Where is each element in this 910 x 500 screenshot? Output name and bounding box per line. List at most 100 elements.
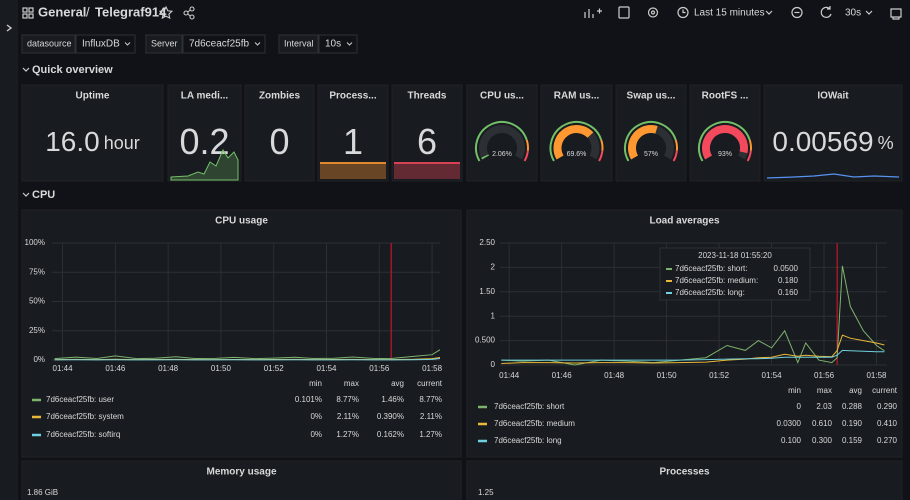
breadcrumb-separator: / bbox=[86, 4, 90, 19]
time-range[interactable]: Last 15 minutes bbox=[694, 8, 765, 19]
tooltip-name: 7d6ceacf25fb: short: bbox=[675, 264, 748, 273]
stat-number: 0 bbox=[269, 121, 289, 162]
stat-number: 1 bbox=[343, 121, 363, 162]
variable-select[interactable] bbox=[182, 34, 266, 54]
row-chevron[interactable] bbox=[22, 192, 30, 197]
legend-header[interactable]: current bbox=[417, 379, 443, 388]
stat-number: 16.0 bbox=[45, 126, 100, 157]
toolbar-icons[interactable] bbox=[584, 6, 902, 20]
stat-bar-edge bbox=[320, 162, 386, 164]
legend-header[interactable]: current bbox=[872, 386, 898, 395]
stat-number: 6 bbox=[417, 121, 437, 162]
legend-header[interactable]: min bbox=[309, 379, 322, 388]
stat-panel bbox=[317, 84, 389, 182]
x-tick-label: 01:46 bbox=[552, 371, 573, 380]
gauge-value bbox=[553, 125, 594, 160]
gauge-threshold bbox=[674, 139, 678, 151]
legend-value: 0 bbox=[797, 402, 802, 411]
gauge-value bbox=[628, 125, 658, 160]
variable-select[interactable] bbox=[75, 34, 136, 54]
stat-sparkline bbox=[766, 173, 900, 179]
stat-title: Zombies bbox=[259, 91, 301, 102]
y-tick-label: 75% bbox=[29, 267, 45, 276]
legend-header[interactable]: max bbox=[344, 379, 359, 388]
gauge-label: 2.06% bbox=[492, 151, 512, 158]
legend-value: 2.11% bbox=[420, 412, 442, 421]
variable-select[interactable] bbox=[318, 34, 358, 54]
tooltip-value: 0.180 bbox=[778, 276, 799, 285]
tooltip bbox=[659, 247, 811, 301]
share-icon[interactable] bbox=[183, 6, 195, 20]
chart-title: Memory usage bbox=[206, 467, 276, 478]
y-tick-label: 1.86 GiB bbox=[27, 488, 58, 497]
gauge-value bbox=[702, 125, 748, 160]
refresh-interval[interactable]: 30s bbox=[845, 8, 861, 19]
chart-panel bbox=[466, 460, 903, 500]
legend-value: 0.162% bbox=[377, 430, 404, 439]
y-tick-label: 1.50 bbox=[479, 287, 495, 296]
stat-value: 1 bbox=[343, 121, 363, 162]
variable-label: Server bbox=[151, 38, 178, 48]
x-tick-label: 01:58 bbox=[866, 371, 887, 380]
y-tick-label: 0% bbox=[33, 355, 45, 364]
legend-header[interactable]: avg bbox=[849, 386, 862, 395]
row-title: Quick overview bbox=[32, 64, 113, 76]
gauge-threshold bbox=[746, 150, 752, 162]
series-line bbox=[501, 334, 885, 364]
star-icon[interactable] bbox=[158, 5, 174, 20]
y-tick-label: 0 bbox=[491, 360, 496, 369]
stat-unit: hour bbox=[104, 133, 140, 153]
tooltip-value: 0.0500 bbox=[774, 264, 799, 273]
gauge-threshold bbox=[525, 139, 529, 151]
y-tick-label: 100% bbox=[25, 238, 45, 247]
y-tick-label: 0.500 bbox=[475, 336, 496, 345]
stat-title: LA medi... bbox=[181, 91, 229, 102]
gauge-threshold bbox=[624, 121, 677, 162]
legend-header[interactable]: min bbox=[788, 386, 801, 395]
legend-value: 0% bbox=[310, 412, 322, 421]
row-chevron[interactable] bbox=[22, 67, 30, 72]
legend-value: 0.0300 bbox=[777, 419, 802, 428]
x-tick-label: 01:50 bbox=[211, 364, 232, 373]
stat-background-bar bbox=[394, 162, 460, 179]
legend-value: 0.410 bbox=[877, 419, 898, 428]
legend-value: 2.11% bbox=[337, 412, 359, 421]
legend-header[interactable]: avg bbox=[391, 379, 404, 388]
stat-title: Threads bbox=[408, 91, 447, 102]
legend-name: 7d6ceacf25fb: softirq bbox=[46, 430, 120, 439]
dropdown-chevron bbox=[124, 42, 131, 46]
side-expand[interactable] bbox=[6, 24, 13, 32]
gauge-threshold bbox=[598, 150, 604, 162]
variable-label-box bbox=[21, 34, 76, 54]
stat-panel bbox=[466, 84, 538, 182]
x-tick-label: 01:58 bbox=[422, 364, 443, 373]
y-tick-label: 1 bbox=[491, 311, 496, 320]
gauge-label: 93% bbox=[718, 151, 732, 158]
chart-title: CPU usage bbox=[215, 216, 268, 227]
stat-title: CPU us... bbox=[480, 91, 524, 102]
legend-value: 8.77% bbox=[336, 395, 359, 404]
variable-value: 10s bbox=[325, 39, 341, 50]
gauge-threshold bbox=[475, 121, 528, 162]
y-tick-label: 2 bbox=[491, 263, 496, 272]
y-tick-label: 2.50 bbox=[479, 238, 495, 247]
legend-name: 7d6ceacf25fb: long bbox=[494, 436, 562, 445]
chart-title: Load averages bbox=[649, 216, 719, 227]
legend-value: 0.190 bbox=[842, 419, 863, 428]
legend-header[interactable]: max bbox=[817, 386, 832, 395]
stat-background-bar bbox=[320, 162, 386, 179]
gauge-threshold bbox=[672, 150, 678, 162]
variable-label-box bbox=[145, 34, 183, 54]
legend-value: 0% bbox=[310, 430, 322, 439]
variable-value: InfluxDB bbox=[82, 39, 120, 50]
legend-value: 8.77% bbox=[419, 395, 442, 404]
variable-label-box bbox=[278, 34, 319, 54]
dropdown-chevron bbox=[346, 42, 353, 46]
apps-icon[interactable] bbox=[22, 7, 34, 19]
chart-panel bbox=[21, 460, 462, 500]
x-tick-label: 01:56 bbox=[814, 371, 835, 380]
stat-value: 0.00569% bbox=[772, 126, 893, 157]
stat-title: RAM us... bbox=[554, 91, 600, 102]
legend-value: 0.290 bbox=[877, 402, 898, 411]
